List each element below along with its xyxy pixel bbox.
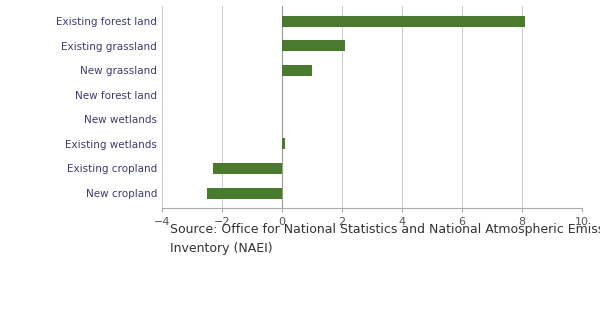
- Bar: [282, 40, 345, 51]
- Bar: [207, 188, 282, 199]
- Bar: [282, 16, 525, 27]
- Bar: [213, 163, 282, 174]
- Bar: [282, 65, 312, 76]
- Bar: [282, 138, 285, 149]
- Text: Source: Office for National Statistics and National Atmospheric Emissions
Invent: Source: Office for National Statistics a…: [170, 223, 600, 255]
